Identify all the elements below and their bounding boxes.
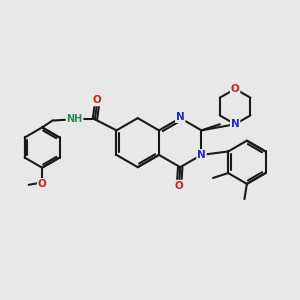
Text: O: O bbox=[93, 95, 102, 105]
Text: NH: NH bbox=[66, 114, 82, 124]
Text: N: N bbox=[231, 119, 239, 129]
Text: O: O bbox=[231, 84, 239, 94]
Text: N: N bbox=[197, 150, 206, 160]
Text: O: O bbox=[175, 181, 183, 190]
Text: N: N bbox=[176, 112, 184, 122]
Text: O: O bbox=[38, 179, 46, 189]
